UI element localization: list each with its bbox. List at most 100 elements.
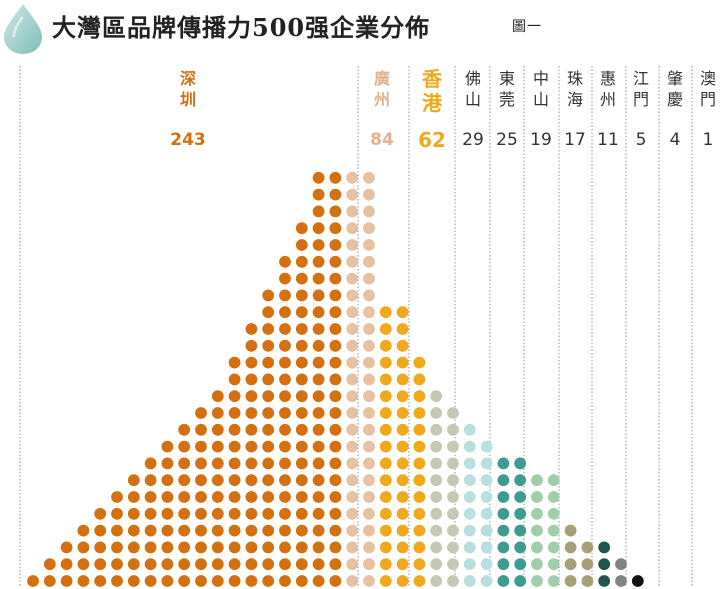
- dot: [211, 575, 224, 587]
- dot: [463, 558, 476, 571]
- dot: [329, 356, 342, 369]
- dot: [379, 356, 392, 369]
- dot: [312, 222, 325, 235]
- dot: [279, 339, 291, 352]
- dot: [497, 575, 510, 587]
- dot: [346, 423, 359, 436]
- dot: [346, 373, 359, 386]
- dot: [581, 541, 594, 554]
- dot: [295, 507, 308, 520]
- dot: [631, 575, 644, 587]
- dot: [363, 272, 375, 285]
- dot: [514, 575, 527, 587]
- value-label: 25: [496, 130, 518, 150]
- dot: [245, 457, 258, 470]
- dot: [144, 507, 157, 520]
- value-label: 11: [597, 130, 619, 150]
- dot: [245, 390, 258, 403]
- dot: [447, 407, 459, 419]
- dot: [312, 575, 325, 587]
- water-drop-icon: [4, 4, 42, 54]
- dot: [379, 507, 392, 520]
- dot: [346, 255, 359, 268]
- dot: [379, 323, 392, 335]
- dot: [396, 407, 409, 419]
- dot: [245, 541, 258, 554]
- dot: [211, 474, 224, 487]
- dot: [329, 440, 342, 453]
- dot: [279, 272, 291, 285]
- category-label: 江門: [633, 69, 649, 109]
- category-label-char: 佛: [465, 69, 481, 88]
- dot: [346, 339, 359, 352]
- dot: [312, 188, 325, 201]
- dot: [245, 356, 258, 369]
- dot: [547, 524, 560, 537]
- dot: [396, 339, 409, 352]
- dot: [346, 390, 359, 403]
- dot: [329, 407, 342, 419]
- dot: [127, 575, 140, 587]
- dot: [279, 390, 291, 403]
- dot: [514, 491, 527, 503]
- dot: [211, 423, 224, 436]
- dot: [463, 524, 476, 537]
- dot: [531, 491, 543, 503]
- dot: [144, 491, 157, 503]
- dot: [312, 407, 325, 419]
- dot: [531, 558, 543, 571]
- dot: [195, 440, 207, 453]
- dot: [195, 423, 207, 436]
- dot: [430, 524, 443, 537]
- dot: [413, 524, 426, 537]
- dot: [195, 558, 207, 571]
- dot: [531, 575, 543, 587]
- dot: [346, 491, 359, 503]
- dot: [312, 171, 325, 184]
- dot: [480, 558, 493, 571]
- dot: [396, 440, 409, 453]
- dot: [262, 356, 275, 369]
- dot: [363, 524, 375, 537]
- dot: [60, 541, 73, 554]
- category-label-char: 門: [633, 90, 649, 109]
- category-label: 佛山: [465, 69, 481, 109]
- dot: [346, 272, 359, 285]
- dot: [463, 474, 476, 487]
- dot: [598, 541, 611, 554]
- dot: [363, 188, 375, 201]
- dot: [379, 524, 392, 537]
- dot: [161, 524, 174, 537]
- dot: [245, 440, 258, 453]
- dot: [413, 575, 426, 587]
- dot: [379, 373, 392, 386]
- dot: [480, 491, 493, 503]
- dot: [430, 423, 443, 436]
- dot: [447, 491, 459, 503]
- dot: [396, 423, 409, 436]
- dot: [211, 440, 224, 453]
- dot: [228, 575, 241, 587]
- dot: [363, 440, 375, 453]
- dot: [346, 356, 359, 369]
- dot: [329, 457, 342, 470]
- dot: [144, 541, 157, 554]
- dot: [480, 524, 493, 537]
- dot: [279, 323, 291, 335]
- dot: [144, 474, 157, 487]
- dot: [379, 423, 392, 436]
- dot: [245, 524, 258, 537]
- category-label-char: 港: [422, 91, 443, 115]
- dot: [346, 222, 359, 235]
- dot: [430, 407, 443, 419]
- dot: [329, 222, 342, 235]
- dot: [312, 457, 325, 470]
- dot: [413, 423, 426, 436]
- dot: [514, 457, 527, 470]
- dot: [312, 356, 325, 369]
- dot: [396, 323, 409, 335]
- value-label: 19: [530, 130, 552, 150]
- dot: [363, 423, 375, 436]
- dot: [245, 373, 258, 386]
- dot: [463, 457, 476, 470]
